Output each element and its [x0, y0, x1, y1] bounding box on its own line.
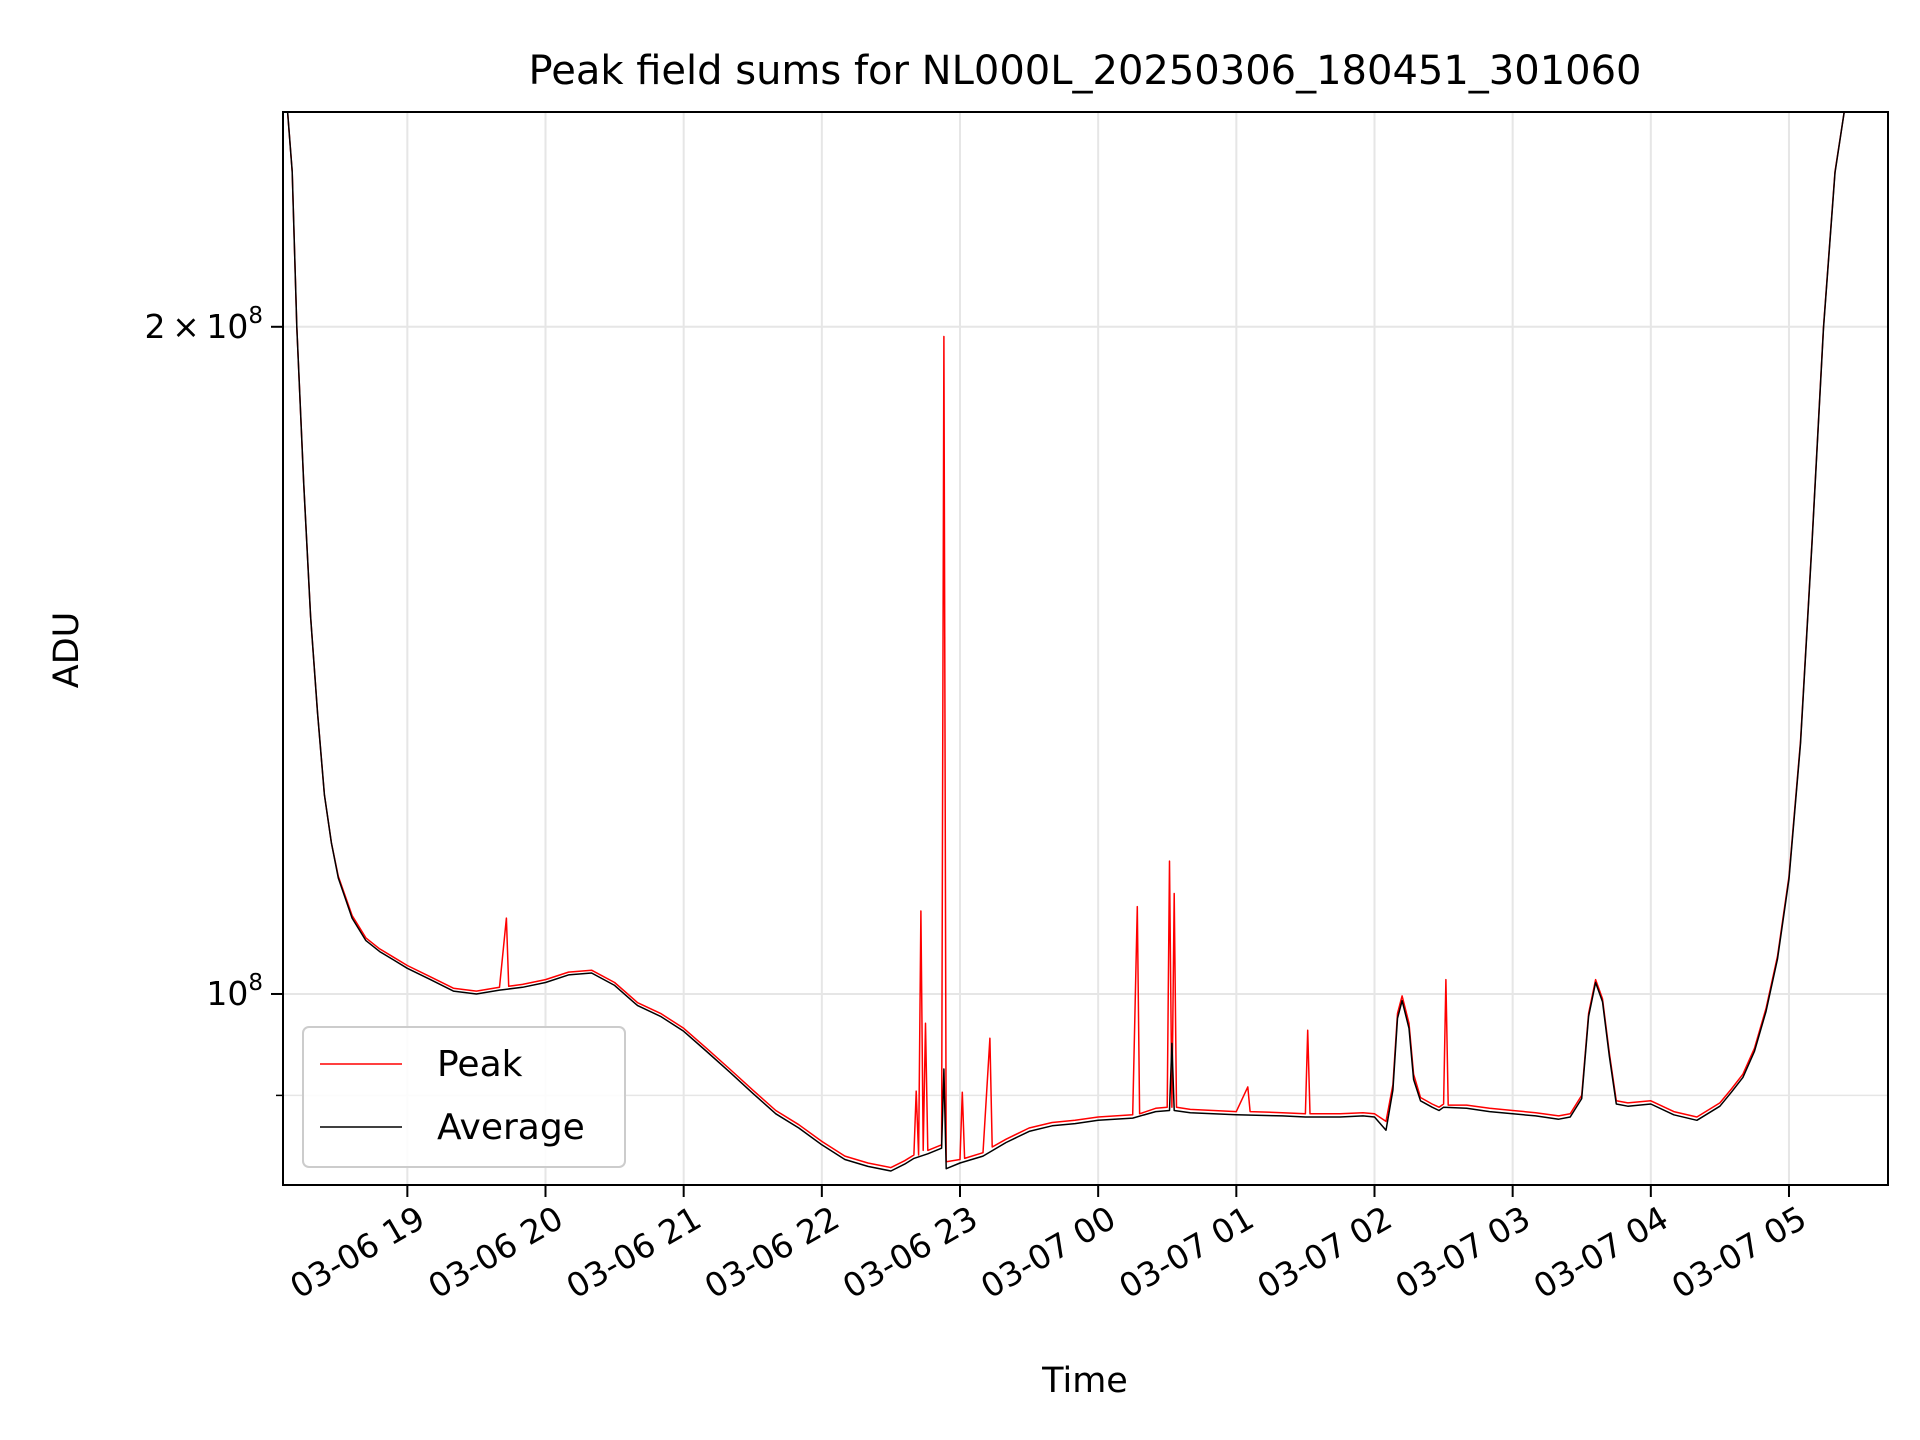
chart-title: Peak field sums for NL000L_20250306_1804… [529, 48, 1642, 94]
y-tick-label: 108 [206, 970, 263, 1013]
x-tick-label: 03-06 23 [836, 1198, 984, 1306]
x-tick-label: 03-06 21 [560, 1198, 708, 1306]
x-tick-label: 03-07 01 [1112, 1198, 1260, 1306]
x-tick-label: 03-07 02 [1250, 1198, 1398, 1306]
x-tick-label: 03-07 04 [1527, 1198, 1675, 1306]
plot-frame [282, 111, 1889, 1186]
legend: Peak Average [302, 1026, 626, 1168]
legend-label-peak: Peak [437, 1044, 523, 1085]
x-axis-label: Time [1041, 1361, 1128, 1401]
grid [283, 112, 1888, 1185]
y-axis: 108 2 × 108 [145, 303, 283, 1097]
x-tick-label: 03-06 19 [283, 1198, 431, 1306]
series-line-average [286, 112, 1845, 1172]
y-axis-label: ADU [47, 612, 87, 689]
x-tick-label: 03-06 22 [698, 1198, 846, 1306]
x-tick-label: 03-07 03 [1389, 1198, 1537, 1306]
legend-label-average: Average [437, 1107, 585, 1148]
series-line-peak [286, 112, 1845, 1169]
y-tick-exponent: 8 [248, 970, 263, 996]
x-tick-label: 03-07 00 [974, 1198, 1122, 1306]
legend-box [302, 1026, 626, 1168]
y-tick-label: 2 × 108 [145, 303, 263, 346]
x-tick-label: 03-07 05 [1665, 1198, 1813, 1306]
x-tick-label: 03-06 20 [422, 1198, 570, 1306]
plot-area [286, 112, 1845, 1172]
y-tick-exponent: 8 [248, 303, 263, 329]
